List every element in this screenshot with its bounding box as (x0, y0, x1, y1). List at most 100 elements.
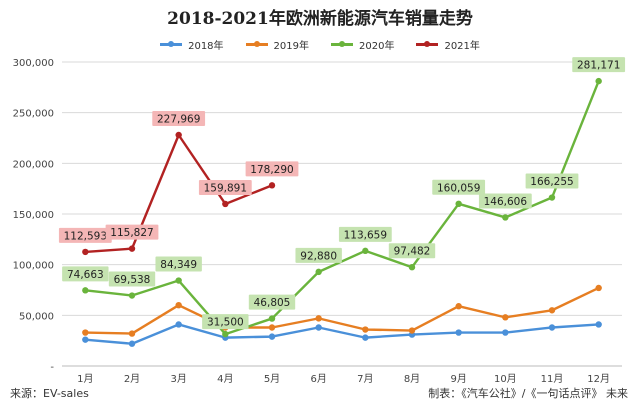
data-label-bg-2020年-4 (202, 314, 249, 330)
legend-item-2018: 2018年 (160, 37, 224, 52)
legend-item-2021: 2021年 (416, 37, 480, 52)
data-point-2018年-2 (128, 340, 136, 347)
data-point-2020年-8 (408, 264, 416, 271)
x-tick-label-1: 1月 (77, 373, 93, 385)
data-label-2021年-5: 178,290 (250, 164, 293, 176)
data-label-2020年-9: 160,059 (437, 182, 480, 194)
data-point-2019年-2 (128, 330, 136, 337)
legend-label-2019: 2019年 (273, 41, 309, 52)
x-tick-label-2: 2月 (124, 373, 140, 385)
chart-title: 2018-2021年欧洲新能源汽车销量走势 (167, 9, 473, 29)
data-label-2020年-1: 74,663 (67, 269, 104, 281)
data-point-2021年-3 (175, 131, 182, 139)
data-label-2020年-3: 84,349 (160, 259, 197, 271)
data-label-bg-2020年-10 (478, 193, 532, 209)
data-label-bg-2021年-3 (152, 110, 206, 126)
data-point-2020年-10 (502, 214, 509, 221)
data-point-2019年-10 (502, 314, 509, 321)
data-point-2019年-3 (175, 302, 182, 309)
x-tick-label-5: 5月 (264, 373, 280, 385)
credit-text: 制表：《汽车公社》/《一句话点评》 未来 (428, 387, 628, 400)
x-tick-label-6: 6月 (310, 373, 326, 385)
x-tick-label-8: 8月 (404, 373, 420, 385)
data-point-2018年-7 (362, 334, 369, 341)
data-point-2018年-9 (455, 329, 462, 336)
data-label-2020年-12: 281,171 (577, 60, 620, 72)
data-label-2021年-2: 115,827 (110, 227, 153, 239)
y-tick-label-0: - (50, 362, 54, 373)
data-point-2021年-2 (128, 245, 136, 252)
source-text: 来源：EV-sales (10, 387, 89, 400)
data-point-2019年-8 (408, 327, 416, 334)
y-tick-label-150000: 150,000 (13, 210, 54, 221)
data-label-bg-2020年-6 (295, 247, 342, 263)
data-point-2020年-6 (315, 268, 322, 276)
data-label-bg-2020年-12 (572, 57, 626, 73)
x-tick-label-12: 12月 (587, 373, 610, 385)
data-point-2020年-4 (222, 330, 229, 338)
data-label-2020年-8: 97,482 (394, 246, 431, 258)
data-label-bg-2020年-11 (525, 173, 579, 189)
legend-swatch-2019 (245, 41, 268, 47)
data-point-2018年-1 (82, 336, 89, 343)
data-point-2019年-12 (595, 284, 602, 292)
data-point-2018年-11 (548, 324, 556, 331)
data-point-2020年-5 (268, 315, 276, 322)
data-label-2021年-1: 112,593 (64, 230, 107, 242)
data-point-2021年-4 (222, 200, 229, 208)
x-tick-label-11: 11月 (541, 373, 564, 385)
data-point-2019年-5 (268, 324, 276, 331)
data-point-2018年-10 (502, 329, 509, 336)
data-label-2021年-3: 227,969 (157, 113, 200, 125)
legend-item-2020: 2020年 (331, 37, 394, 52)
data-point-2020年-3 (175, 277, 182, 284)
x-tick-label-7: 7月 (357, 373, 373, 385)
data-point-2020年-11 (548, 194, 556, 201)
data-label-bg-2020年-5 (248, 294, 296, 310)
y-tick-label-300000: 300,000 (13, 58, 54, 69)
data-point-2019年-11 (548, 307, 556, 314)
data-point-2019年-1 (82, 329, 89, 336)
data-label-bg-2021年-5 (245, 161, 299, 177)
series-line-2020年 (85, 80, 600, 336)
legend-label-2021: 2021年 (444, 41, 480, 52)
x-tick-label-3: 3月 (170, 373, 186, 385)
legend-swatch-2020 (331, 41, 353, 47)
data-label-bg-2020年-1 (62, 266, 109, 282)
data-point-2020年-12 (595, 77, 602, 85)
legend-item-2019: 2019年 (245, 37, 309, 52)
data-point-2020年-2 (128, 292, 136, 299)
y-tick-label-200000: 200,000 (13, 159, 54, 170)
data-point-2020年-1 (82, 287, 89, 294)
data-label-2020年-5: 46,805 (254, 297, 291, 309)
series-line-2018年 (85, 323, 599, 345)
chart-legend: 2018年 2019年 2020年 2021年 (0, 37, 640, 52)
y-tick-label-100000: 100,000 (13, 261, 54, 272)
data-label-2020年-6: 92,880 (300, 250, 337, 262)
data-label-2020年-11: 166,255 (530, 176, 573, 188)
data-label-2020年-10: 146,606 (484, 196, 528, 208)
data-point-2021年-1 (82, 248, 89, 256)
series-line-2019年 (85, 286, 600, 335)
data-label-2020年-4: 31,500 (207, 317, 244, 329)
data-point-2019年-6 (315, 315, 322, 322)
data-label-bg-2021年-4 (198, 179, 252, 195)
data-point-2018年-3 (175, 321, 182, 328)
data-point-2020年-9 (455, 200, 462, 208)
data-point-2018年-6 (315, 324, 322, 331)
data-label-2021年-4: 159,891 (204, 182, 247, 194)
data-label-bg-2021年-2 (105, 224, 159, 240)
data-point-2020年-7 (362, 247, 369, 255)
data-point-2019年-9 (455, 303, 462, 310)
legend-swatch-2021 (416, 41, 439, 47)
data-label-2020年-2: 69,538 (114, 274, 151, 286)
data-label-bg-2020年-9 (432, 179, 486, 195)
data-point-2018年-12 (595, 321, 602, 328)
data-point-2021年-5 (268, 182, 276, 189)
data-label-bg-2020年-3 (155, 256, 202, 272)
y-tick-label-250000: 250,000 (13, 109, 54, 120)
data-label-bg-2020年-2 (108, 271, 156, 287)
y-tick-label-50000: 50,000 (19, 311, 54, 322)
data-point-2019年-7 (362, 326, 369, 333)
data-label-bg-2021年-1 (58, 227, 112, 243)
